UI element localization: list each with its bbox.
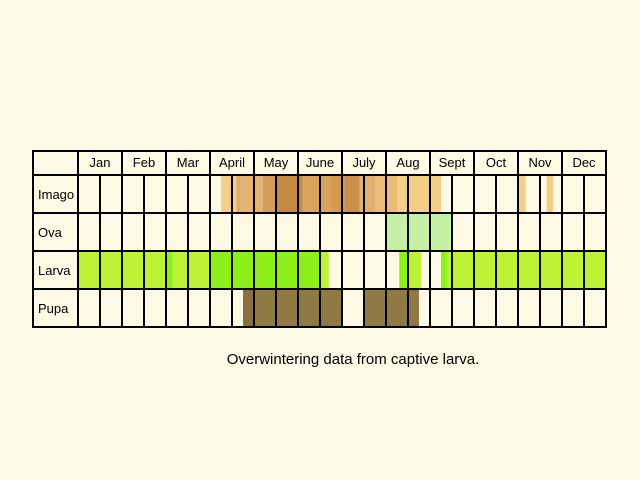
imago-segment: [236, 175, 241, 213]
imago-segment: [331, 175, 345, 213]
row-label-larva: Larva: [38, 263, 71, 278]
imago-segment: [344, 175, 360, 213]
month-label: July: [352, 155, 376, 170]
imago-segment: [397, 175, 441, 213]
imago-segment: [359, 175, 375, 213]
larva-segment: [399, 251, 408, 289]
pupa-segment: [364, 289, 419, 327]
row-label-pupa: Pupa: [38, 301, 69, 316]
caption: Overwintering data from captive larva.: [226, 351, 480, 368]
month-label: Jan: [90, 155, 111, 170]
month-label: April: [219, 155, 245, 170]
month-label: Sept: [439, 155, 466, 170]
month-label: Mar: [177, 155, 200, 170]
ova-segment: [386, 213, 452, 251]
larva-segment: [447, 251, 606, 289]
month-label: May: [264, 155, 289, 170]
row-label-ova: Ova: [38, 225, 63, 240]
pupa-segment: [243, 289, 254, 327]
imago-segment: [302, 175, 331, 213]
text-layer: Jan Feb Mar April May June July Aug Sept Oct Nov De…: [38, 155, 596, 316]
segments-layer: [78, 175, 606, 327]
imago-segment: [221, 175, 237, 213]
imago-segment: [546, 175, 554, 213]
grid-layer: [32, 150, 607, 328]
month-label: June: [306, 155, 334, 170]
month-label: Nov: [528, 155, 552, 170]
month-label: Dec: [572, 155, 596, 170]
imago-segment: [262, 175, 276, 213]
larva-segment: [408, 251, 422, 289]
larva-segment: [441, 251, 448, 289]
larva-segment: [172, 251, 210, 289]
imago-segment: [518, 175, 526, 213]
month-label: Feb: [133, 155, 155, 170]
larva-segment: [210, 251, 320, 289]
month-label: Oct: [486, 155, 507, 170]
row-label-imago: Imago: [38, 187, 74, 202]
imago-segment: [240, 175, 263, 213]
larva-segment: [166, 251, 173, 289]
larva-segment: [320, 251, 329, 289]
month-label: Aug: [396, 155, 419, 170]
